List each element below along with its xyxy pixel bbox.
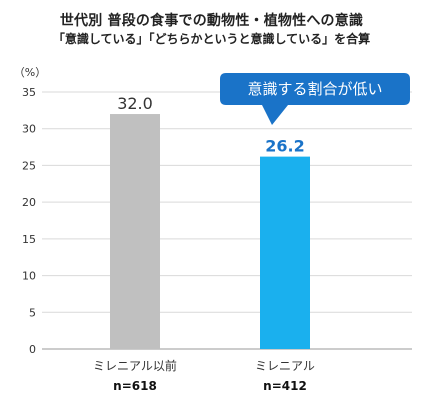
- y-tick-label: 35: [22, 86, 36, 99]
- x-category-label: ミレニアル: [255, 359, 315, 373]
- chart-title: 世代別 普段の食事での動物性・植物性への意識: [59, 13, 364, 29]
- data-label: 32.0: [117, 94, 153, 113]
- chart-subtitle: 「意識している」「どちらかというと意識している」を合算: [52, 32, 371, 46]
- y-tick-label: 0: [29, 343, 36, 356]
- y-tick-label: 25: [22, 159, 36, 172]
- y-axis-unit: （%）: [14, 66, 46, 79]
- y-tick-label: 10: [22, 270, 36, 283]
- x-category-label: ミレニアル以前: [93, 358, 177, 373]
- bar-1: [110, 114, 160, 350]
- y-tick-label: 20: [22, 196, 36, 209]
- sample-size-label: n=618: [113, 379, 157, 393]
- y-tick-label: 5: [29, 306, 36, 319]
- callout-bubble: [220, 73, 410, 125]
- y-tick-label: 15: [22, 233, 36, 246]
- sample-size-label: n=412: [263, 379, 307, 393]
- callout-text: 意識する割合が低い: [247, 80, 382, 98]
- y-tick-label: 30: [22, 123, 36, 136]
- data-label: 26.2: [265, 137, 304, 156]
- bar-2: [260, 156, 310, 349]
